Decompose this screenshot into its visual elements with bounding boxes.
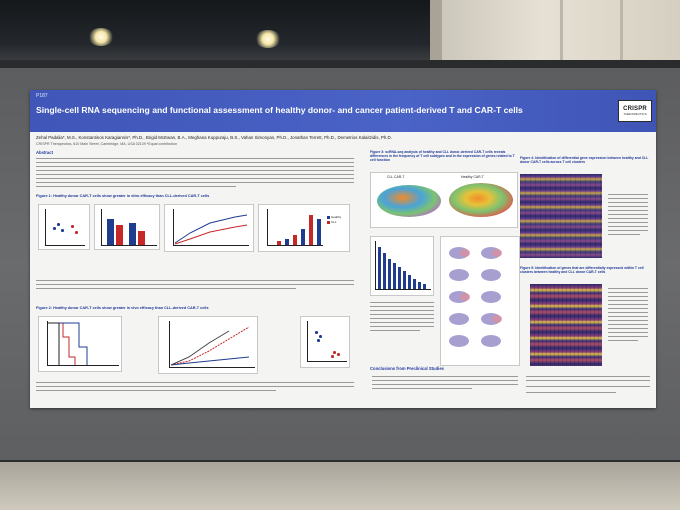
- conclusions-heading: Conclusions from Preclinical Studies: [370, 366, 444, 371]
- board-top-frame: [0, 60, 680, 68]
- fig3-umap-panel: CLL CAR-T Healthy CAR-T: [370, 172, 518, 228]
- figure-1-title: Figure 1: Healthy donor CAR-T cells show…: [36, 194, 210, 198]
- legend-cll-swatch: [327, 220, 330, 224]
- fig1-legend: Healthy CLL: [327, 215, 341, 224]
- fig3-frequency-bars: [370, 236, 434, 296]
- figure-3-title: Figure 3: scRNA-seq analysis of healthy …: [370, 150, 515, 162]
- pillar-seam: [620, 0, 623, 66]
- poster-id: P187: [36, 93, 48, 99]
- umap-healthy-cluster: [449, 183, 513, 217]
- figure-5-title: Figure 5: Identification of genes that a…: [520, 266, 644, 274]
- legend-healthy-swatch: [327, 215, 330, 219]
- poster-title: Single-cell RNA sequencing and functiona…: [36, 105, 523, 115]
- poster-header: P187 Single-cell RNA sequencing and func…: [30, 90, 656, 132]
- wall-pillar: [430, 0, 680, 66]
- crispr-logo: CRISPR THERAPEUTICS: [618, 100, 652, 122]
- legend-healthy-label: Healthy: [331, 215, 342, 219]
- fig1-panel-c: [164, 204, 254, 252]
- pillar-seam: [560, 0, 563, 66]
- logo-sub-text: THERAPEUTICS: [623, 112, 647, 116]
- fig3-violin-grid: [440, 236, 520, 366]
- legend-cll-label: CLL: [331, 220, 337, 224]
- ceiling-light-left: [88, 28, 114, 46]
- umap-left-label: CLL CAR-T: [387, 175, 405, 179]
- floor: [0, 462, 680, 510]
- poster-affiliation: CRISPR Therapeutics, 610 Main Street, Ca…: [36, 142, 177, 146]
- fig2-tumor-growth: [170, 326, 250, 366]
- abstract-heading: Abstract: [36, 150, 53, 155]
- umap-cll-cluster: [377, 185, 441, 217]
- pillar-edge: [430, 0, 442, 66]
- umap-right-label: Healthy CAR-T: [461, 175, 484, 179]
- figure-2-title: Figure 2: Healthy donor CAR-T cells show…: [36, 306, 209, 310]
- fig2-panel-c: [300, 316, 350, 368]
- fig2-panel-b: [158, 316, 258, 374]
- poster-authors: Zehal Padalia*, M.S., Konstantinos Karag…: [36, 135, 392, 140]
- fig2-panel-a: [38, 316, 122, 372]
- fig2-survival-curves: [48, 322, 88, 365]
- fig1-panel-b: [94, 204, 160, 250]
- fig1-cytotoxicity-lines: [174, 214, 248, 245]
- figure-4-title: Figure 4: Identification of differential…: [520, 156, 649, 164]
- ceiling-light-right: [255, 30, 281, 48]
- fig5-heatmap: [530, 284, 602, 366]
- fig1-panel-d: Healthy CLL: [258, 204, 350, 252]
- fig3-violin-plots: [449, 247, 502, 347]
- logo-main-text: CRISPR: [623, 106, 647, 112]
- fig4-heatmap: [520, 174, 602, 258]
- poster: P187 Single-cell RNA sequencing and func…: [30, 90, 656, 408]
- fig1-panel-a: [38, 204, 90, 250]
